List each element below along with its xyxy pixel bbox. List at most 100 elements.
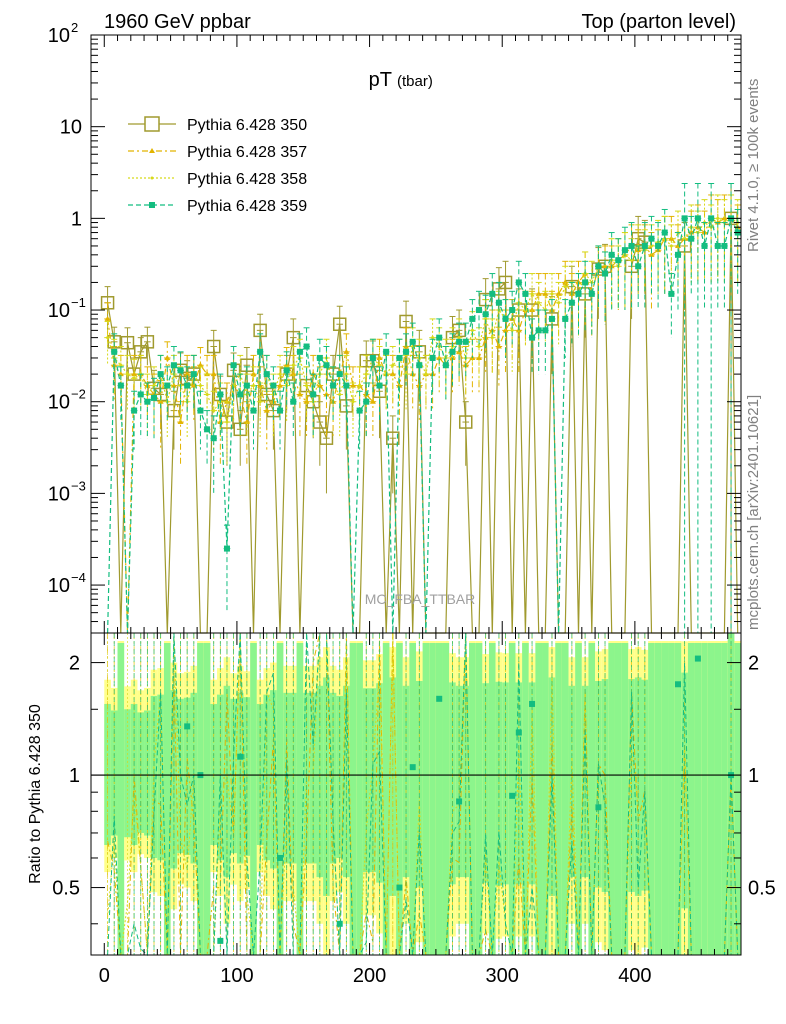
ratio-axes: 0.5 0.5 1 1 2 2 0 100 200 300 400 [52,633,776,987]
ratio-point [217,937,224,944]
data-point [535,327,542,334]
legend-item: Pythia 6.428 357 [128,144,307,161]
legend-marker [149,148,155,153]
x-tick-label: 100 [220,965,253,987]
data-point [330,382,337,389]
ratio-series-layer [107,632,739,957]
ratio-band-green [197,643,204,955]
y-tick-exponent: −3 [71,478,86,493]
ratio-band-green [694,643,702,955]
ratio-band-green [542,643,549,955]
ratio-point [456,798,463,805]
data-point [257,348,264,355]
legend: Pythia 6.428 350 Pythia 6.428 357 Pythia 6… [128,116,307,215]
data-point [204,426,211,433]
upper-series-layer [100,182,741,634]
y-tick-exponent: −1 [71,295,86,310]
data-point [431,336,435,340]
data-point [502,315,509,322]
ratio-band-green [575,643,582,955]
data-point [356,407,363,414]
data-point [190,371,197,378]
series-Pythia-6428-359 [107,182,741,634]
ratio-band-green [117,643,125,955]
rivet-version-label: Rivet 4.1.0, ≥ 100k events [745,79,762,252]
legend-label: Pythia 6.428 359 [187,198,307,215]
legend-item: Pythia 6.428 359 [128,198,307,215]
data-point [495,343,502,349]
data-point [177,419,184,425]
data-point [303,398,310,404]
ratio-band-green [614,643,622,955]
series-line [107,218,739,634]
y-tick-label: 10 [48,575,70,597]
ratio-band-green [276,643,284,955]
ratio-band-green [701,643,708,955]
data-point [555,290,562,296]
ratio-band-green [721,643,728,955]
data-point [409,338,416,345]
x-tick-label: 200 [353,965,386,987]
ratio-band-green [648,643,655,955]
series-line [107,216,739,634]
ratio-band-green [588,643,596,955]
data-point [529,334,536,341]
y-tick-exponent: −2 [71,387,86,402]
ratio-band-green [442,643,450,955]
y-tick-exponent: −4 [71,570,86,585]
data-point [157,371,164,378]
data-point [369,354,376,361]
ratio-band-green [429,643,436,955]
ratio-band-green [707,643,715,955]
y-tick-label: 10 [48,483,70,505]
plot-title-main: pT [369,69,392,91]
plot-title: pT (tbar) [369,69,433,91]
data-point [621,247,628,254]
x-tick-label: 300 [486,965,519,987]
ratio-band-green [396,643,403,955]
data-point [237,391,244,398]
ratio-y-tick-label: 0.5 [52,878,80,900]
ratio-band-green [349,643,357,955]
data-point [283,367,290,374]
watermark-analysis-name: MC_FBA_TTBAR [365,591,475,607]
ratio-point [595,804,602,811]
ratio-band-green [687,643,695,955]
ratio-point [515,729,522,736]
ratio-y-tick-label-right: 2 [748,653,759,675]
data-point [449,348,456,355]
ratio-bands [104,633,741,955]
ratio-band-green [469,643,476,955]
data-point [316,354,323,361]
ratio-band-green [714,643,722,955]
legend-label: Pythia 6.428 350 [187,117,307,134]
ratio-band-green [535,643,543,955]
data-point [681,215,688,222]
data-point [602,270,609,277]
ratio-band-green [508,643,516,955]
legend-marker [144,116,160,132]
data-point [263,371,270,378]
ratio-point [277,854,284,861]
data-point [542,290,549,296]
series-line [107,217,739,634]
data-point [542,327,549,334]
ratio-point [694,655,701,662]
ratio-band-green [250,643,257,955]
ratio-panel: 0.5 0.5 1 1 2 2 0 100 200 300 400 Ratio to Pythia … [27,632,776,987]
legend-marker [150,176,154,180]
x-tick-label: 400 [618,965,651,987]
ratio-band-green [422,643,430,955]
ratio-band-green [661,643,669,955]
y-tick-label: 1 [71,208,82,230]
data-point [164,354,171,360]
series-Pythia-6428-350 [100,182,739,634]
plot-title-sub: (tbar) [397,73,433,90]
ratio-band-green [674,643,682,955]
data-point [694,215,701,222]
data-point [714,242,721,249]
y-tick-label: 10 [60,117,82,139]
data-point [349,382,356,388]
